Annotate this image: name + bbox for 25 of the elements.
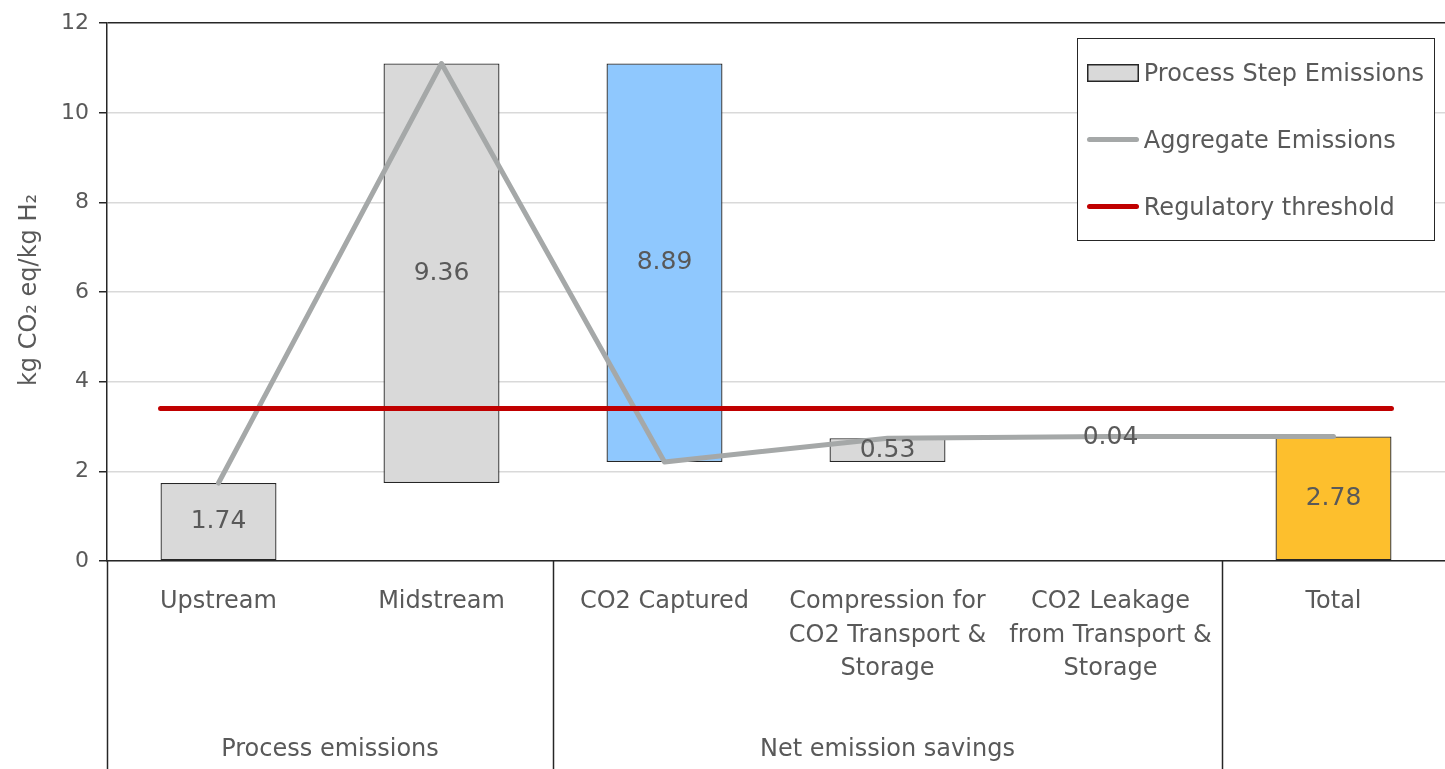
y-tick-label: 6 xyxy=(75,277,89,303)
x-tick-label: Total xyxy=(1304,586,1362,615)
x-tick-label: Midstream xyxy=(378,586,505,615)
legend-label: Aggregate Emissions xyxy=(1143,125,1396,154)
y-tick-label: 8 xyxy=(75,188,89,214)
data-label: 1.74 xyxy=(190,505,247,535)
y-tick-label: 0 xyxy=(75,546,89,572)
x-tick-label: CO2 Captured xyxy=(579,586,750,615)
x-tick-label: Compression for CO2 Transport & Storage xyxy=(788,586,987,682)
y-tick-label: 2 xyxy=(75,457,89,483)
x-tick-label: CO2 Leakage from Transport & Storage xyxy=(1009,586,1212,682)
legend-label: Process Step Emissions xyxy=(1143,58,1424,87)
data-label: 9.36 xyxy=(413,256,470,286)
y-tick-label: 12 xyxy=(61,8,89,34)
legend-label: Regulatory threshold xyxy=(1143,192,1395,221)
y-tick-label: 10 xyxy=(61,98,89,124)
text: Process emissions xyxy=(221,734,439,763)
y-tick-label: 4 xyxy=(75,367,89,393)
data-label: 8.89 xyxy=(636,246,693,276)
text: Net emission savings xyxy=(760,734,1015,763)
data-label: 0.53 xyxy=(859,433,916,463)
data-label: 2.78 xyxy=(1305,481,1362,511)
data-label: 0.04 xyxy=(1082,420,1139,450)
x-tick-label: Upstream xyxy=(160,586,277,615)
y-axis-title: kg CO₂ eq/kg H₂ xyxy=(14,193,42,387)
